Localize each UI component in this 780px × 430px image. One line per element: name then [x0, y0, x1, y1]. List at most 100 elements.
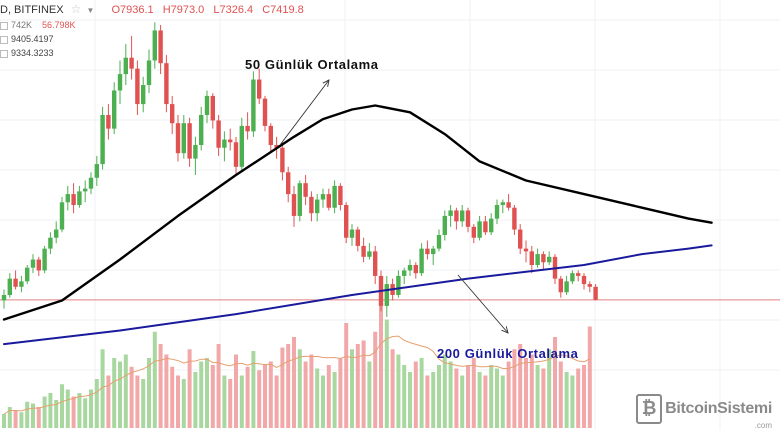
volume-bar: [547, 349, 552, 428]
volume-bar: [309, 354, 314, 428]
volume-bar: [193, 372, 198, 428]
volume-bar: [129, 366, 134, 428]
volume-bar: [448, 361, 453, 428]
candle-body: [373, 251, 378, 276]
candle-body: [77, 191, 82, 205]
volume-bar: [274, 375, 279, 428]
candle-body: [500, 202, 505, 205]
candle-body: [529, 251, 534, 265]
volume-bar: [373, 331, 378, 428]
volume-bar: [477, 372, 482, 428]
volume-bar: [187, 349, 192, 428]
volume-bar: [326, 365, 331, 428]
volume-bar: [83, 398, 88, 428]
volume-indicator-row: 742K 56.798K: [0, 20, 76, 30]
candle-body: [175, 123, 181, 154]
candle-body: [483, 221, 488, 233]
close-value: C7419.8: [262, 4, 304, 16]
candle-body: [123, 57, 128, 75]
volume-bar: [518, 344, 523, 428]
volume-bar: [89, 389, 93, 428]
low-value: L7326.4: [213, 4, 254, 16]
ma200-annotation-label: 200 Günlük Ortalama: [437, 346, 579, 361]
volume-bar: [216, 344, 221, 428]
volume-bar: [361, 340, 366, 428]
candle-body: [222, 139, 227, 148]
volume-bar: [112, 358, 117, 428]
candle-body: [309, 196, 314, 214]
visibility-toggle-icon[interactable]: [0, 21, 8, 30]
candle-body: [581, 275, 587, 285]
watermark-name: BitcoinSistemi: [665, 400, 772, 417]
volume-bar: [553, 337, 557, 428]
candle-body: [454, 210, 459, 222]
volume-bar: [541, 368, 546, 428]
candle-body: [36, 259, 41, 271]
candle-body: [303, 183, 308, 197]
candle-body: [106, 115, 111, 129]
volume-bar: [512, 349, 517, 428]
candle-body: [216, 120, 221, 148]
volume-bar: [379, 288, 383, 428]
volume-bar: [205, 358, 209, 428]
visibility-toggle-icon[interactable]: [0, 35, 8, 44]
volume-bar: [408, 372, 412, 428]
volume-bar: [158, 344, 163, 428]
volume-bar: [245, 366, 250, 428]
chevron-down-icon[interactable]: ▼: [86, 6, 95, 15]
candle-body: [71, 194, 76, 205]
candle-body: [535, 254, 540, 265]
candle-body: [425, 248, 430, 255]
candle-body: [349, 229, 355, 238]
candle-body: [547, 256, 552, 263]
candle-body: [7, 278, 12, 295]
volume-bar: [495, 368, 499, 428]
candle-body: [199, 115, 204, 145]
volume-bar: [2, 414, 6, 428]
ma200-annotation-arrow: [457, 274, 509, 334]
volume-bar: [60, 384, 64, 428]
volume-bar: [384, 319, 389, 428]
volume-b-value: 56.798K: [42, 20, 76, 30]
candle-body: [100, 115, 105, 165]
volume-bar: [338, 358, 343, 428]
candle-body: [1, 295, 7, 301]
candle-body: [94, 164, 99, 178]
candle-body: [268, 125, 273, 145]
candle-body: [164, 63, 169, 105]
candle-body: [477, 221, 482, 238]
volume-bar: [147, 358, 151, 428]
candle-body: [436, 235, 442, 249]
candle-body: [187, 123, 192, 159]
candle-body: [297, 183, 302, 216]
volume-bar: [431, 372, 436, 428]
volume-bar: [460, 375, 465, 428]
candle-body: [233, 142, 239, 167]
volume-bar: [321, 375, 325, 428]
candle-body: [570, 273, 575, 282]
candle-body: [355, 229, 360, 246]
volume-bar: [355, 344, 360, 428]
candle-body: [274, 145, 279, 148]
candle-body: [204, 95, 210, 115]
visibility-toggle-icon[interactable]: [0, 49, 8, 58]
symbol-label: D, BITFINEX: [0, 4, 64, 16]
candle-body: [54, 229, 59, 238]
volume-bar: [199, 361, 204, 428]
volume-bar: [106, 375, 111, 428]
ma50-value: 9405.4197: [11, 34, 54, 44]
favorite-icon[interactable]: ☆: [70, 2, 82, 16]
volume-bar: [292, 337, 296, 428]
volume-bar: [228, 379, 233, 428]
candle-body: [59, 202, 65, 230]
volume-bar: [77, 393, 82, 428]
volume-bar: [402, 365, 407, 428]
candle-body: [65, 194, 70, 203]
volume-bar: [280, 347, 285, 428]
volume-bar: [350, 349, 354, 428]
volume-bar: [524, 358, 528, 428]
ma50-indicator-row: 9405.4197: [0, 34, 54, 44]
candle-body: [280, 147, 285, 173]
candle-body: [210, 95, 215, 121]
